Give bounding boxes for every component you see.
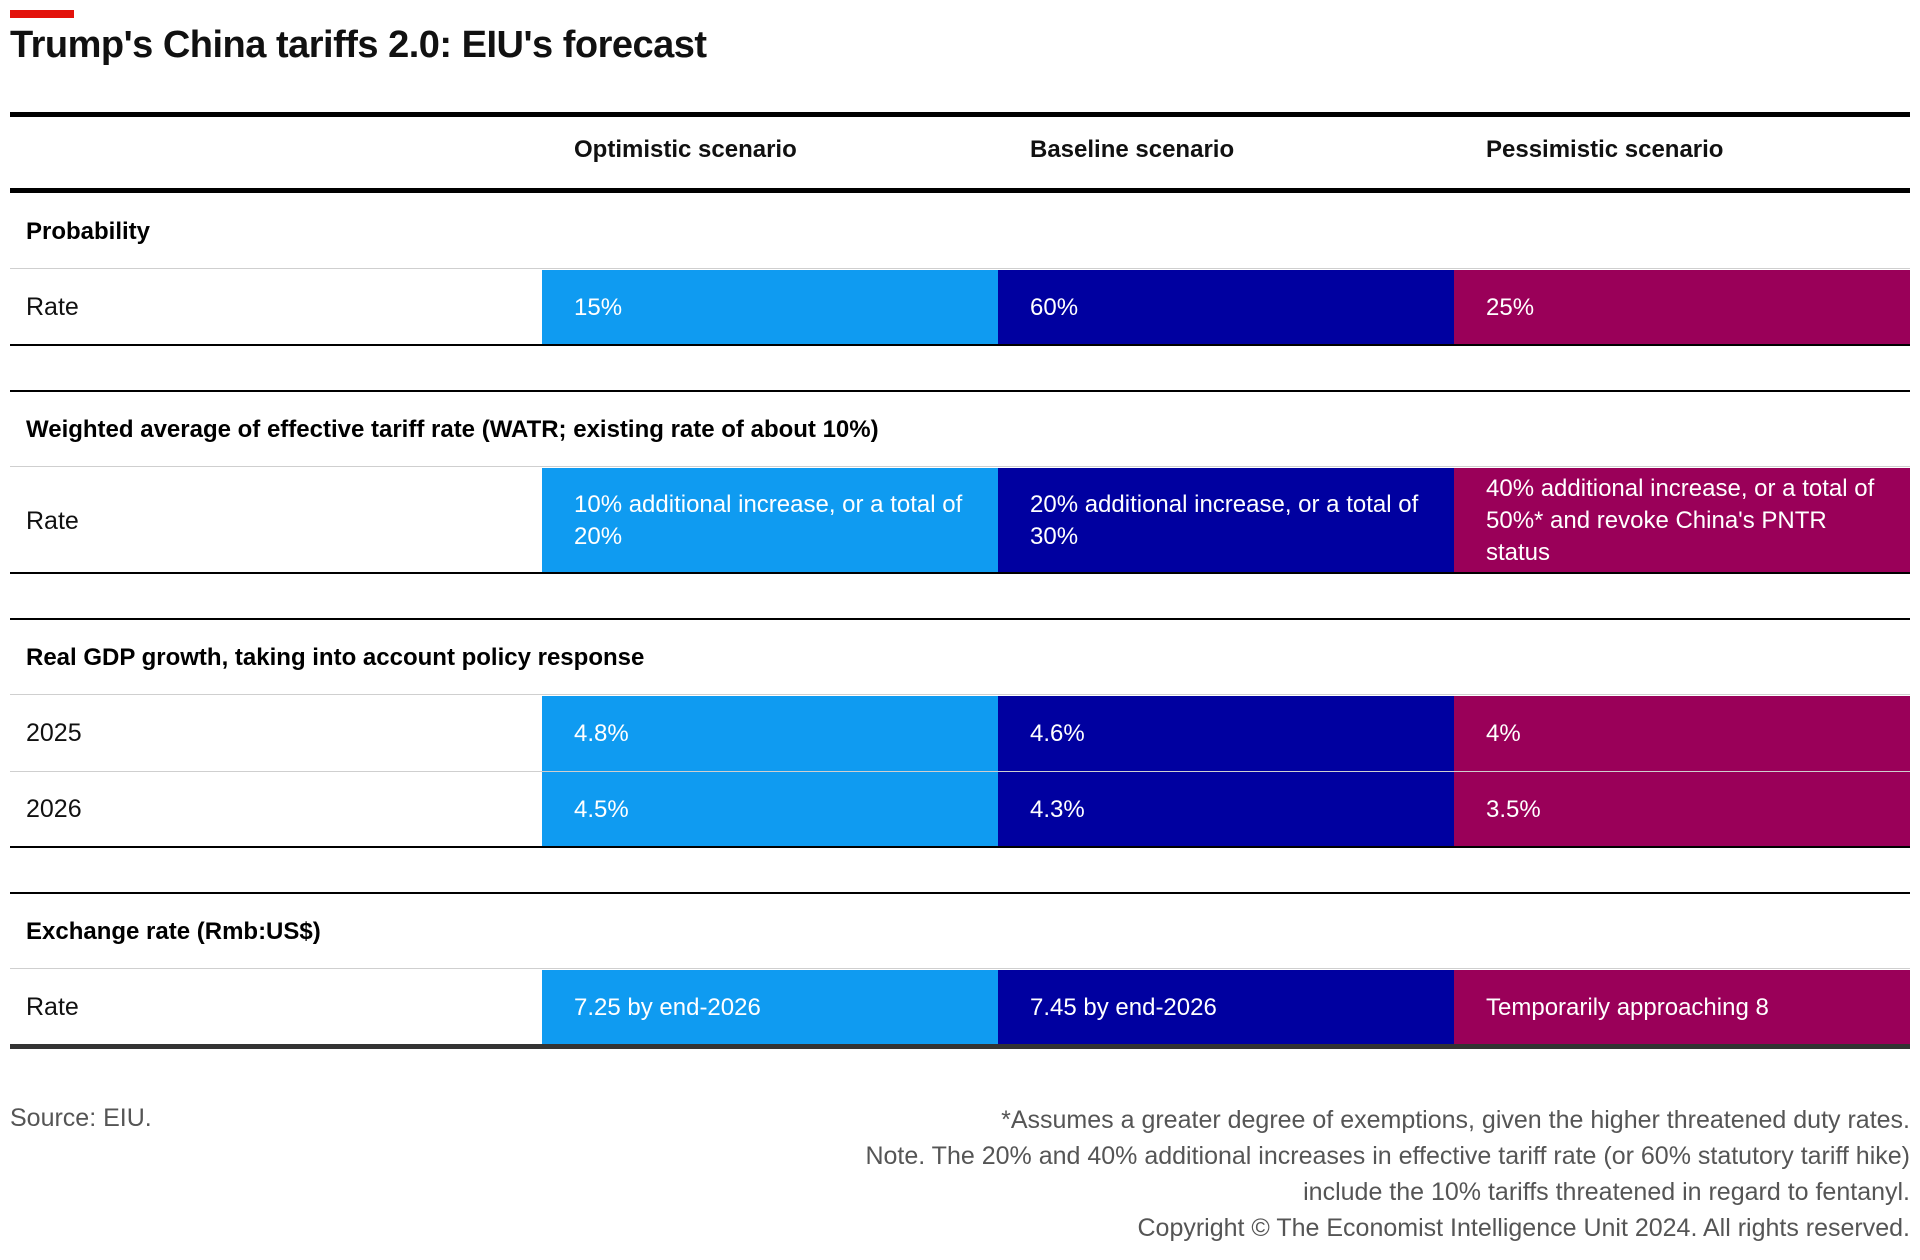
source-note: Source: EIU.: [10, 1104, 152, 1132]
row-label-2026: 2026: [26, 795, 82, 823]
cell-baseline: 4.3%: [998, 772, 1454, 847]
row-divider: [10, 968, 1910, 969]
section-heading-exchange-rate: Exchange rate (Rmb:US$): [26, 918, 321, 945]
section-bottom-rule: [10, 344, 1910, 346]
section-heading-gdp: Real GDP growth, taking into account pol…: [26, 644, 645, 671]
column-header-pessimistic: Pessimistic scenario: [1486, 136, 1724, 163]
cell-baseline: 20% additional increase, or a total of 3…: [998, 468, 1454, 573]
page-title: Trump's China tariffs 2.0: EIU's forecas…: [10, 24, 707, 66]
section-bottom-rule: [10, 572, 1910, 574]
accent-bar: [10, 10, 74, 18]
row-divider: [10, 694, 1910, 695]
cell-optimistic: 15%: [542, 270, 998, 345]
row-divider: [10, 268, 1910, 269]
section-heading-probability: Probability: [26, 218, 151, 245]
cell-pessimistic: Temporarily approaching 8: [1454, 970, 1910, 1045]
copyright: Copyright © The Economist Intelligence U…: [1137, 1214, 1910, 1242]
cell-optimistic: 10% additional increase, or a total of 2…: [542, 468, 998, 573]
cell-optimistic: 4.8%: [542, 696, 998, 771]
cell-pessimistic: 25%: [1454, 270, 1910, 345]
table-bottom-rule: [10, 1044, 1910, 1049]
section-top-rule: [10, 892, 1910, 894]
section-bottom-rule: [10, 846, 1910, 848]
footnotes: *Assumes a greater degree of exemptions,…: [710, 1102, 1910, 1246]
cell-pessimistic: 3.5%: [1454, 772, 1910, 847]
footnote-line: Note. The 20% and 40% additional increas…: [865, 1142, 1910, 1170]
row-label-2025: 2025: [26, 719, 82, 747]
column-header-baseline: Baseline scenario: [1030, 136, 1235, 163]
row-divider: [10, 771, 1910, 772]
footnote-line: include the 10% tariffs threatened in re…: [1303, 1178, 1910, 1206]
row-label: Rate: [26, 507, 79, 535]
section-heading-watr: Weighted average of effective tariff rat…: [26, 416, 879, 443]
cell-baseline: 7.45 by end-2026: [998, 970, 1454, 1045]
cell-baseline: 60%: [998, 270, 1454, 345]
column-header-optimistic: Optimistic scenario: [574, 136, 797, 163]
row-divider: [10, 466, 1910, 467]
footnote-line: *Assumes a greater degree of exemptions,…: [1001, 1106, 1910, 1134]
cell-optimistic: 7.25 by end-2026: [542, 970, 998, 1045]
row-label: Rate: [26, 293, 79, 321]
cell-pessimistic: 4%: [1454, 696, 1910, 771]
section-top-rule: [10, 618, 1910, 620]
cell-pessimistic: 40% additional increase, or a total of 5…: [1454, 468, 1910, 573]
table-top-rule: [10, 112, 1910, 117]
row-label: Rate: [26, 993, 79, 1021]
header-bottom-rule: [10, 188, 1910, 193]
section-top-rule: [10, 390, 1910, 392]
cell-optimistic: 4.5%: [542, 772, 998, 847]
cell-baseline: 4.6%: [998, 696, 1454, 771]
